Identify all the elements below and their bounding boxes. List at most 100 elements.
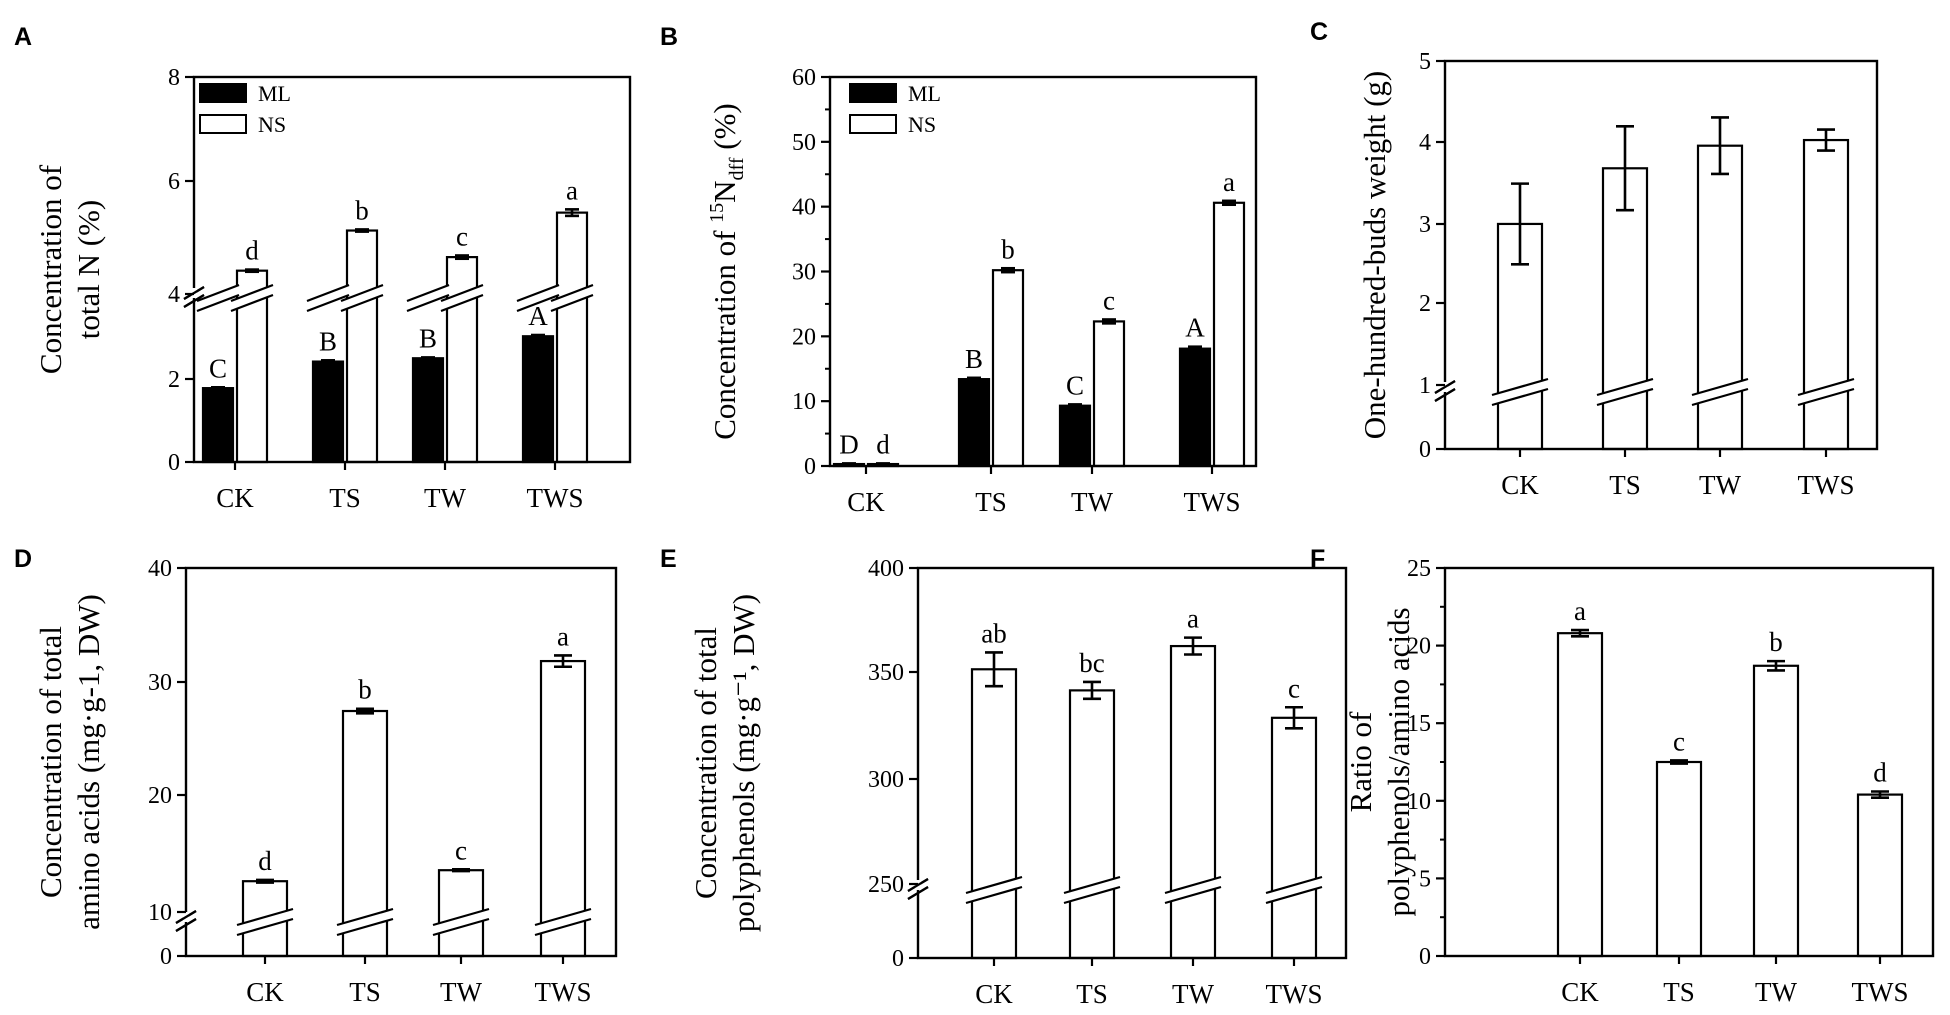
significance-letter: b: [355, 195, 369, 225]
significance-letter: d: [258, 846, 272, 876]
significance-letter: a: [1574, 596, 1586, 626]
y-tick-label: 400: [868, 556, 904, 582]
significance-letter: a: [1187, 604, 1199, 634]
error-bar-c-ns-tw: [1711, 116, 1729, 176]
panel-f: Fa c b d 0 5 10 15 20 25 CK TS TW TWS Ratio of polyphen…: [1310, 545, 1935, 1007]
x-category-label: TWS: [527, 483, 584, 513]
error-bar-b-ns-ts: [1001, 266, 1015, 274]
significance-letter: D: [839, 429, 859, 459]
x-category-label: TWS: [1798, 470, 1855, 500]
significance-letter: C: [209, 353, 227, 383]
bar-f-ns-ck: [1556, 632, 1604, 958]
x-category-label: TW: [1172, 979, 1214, 1009]
y-tick-label: 250: [868, 872, 904, 898]
significance-letter: C: [1066, 370, 1084, 400]
significance-letter: b: [358, 675, 372, 705]
y-axis-label-b: Concentration of 15Ndff (%): [706, 103, 748, 440]
error-bar-d-ns-ck: [256, 878, 274, 884]
x-category-label: CK: [975, 979, 1013, 1009]
error-bar-e-ns-ck: [985, 651, 1003, 688]
error-bar-f-ns-tw: [1767, 659, 1785, 672]
panel-label-b: B: [660, 23, 678, 51]
y-tick-label: 2: [168, 367, 180, 393]
x-category-label: TWS: [535, 977, 592, 1007]
y-axis-label-line: Concentration of total: [33, 626, 68, 898]
y-tick-label: 20: [1407, 634, 1431, 660]
x-category-label: TS: [1076, 979, 1108, 1009]
panel-a: A C B B Ad b c a 0 2 4 6 8 CK TS TW TWS Concentration of t…: [14, 23, 632, 513]
x-category-label: TS: [329, 483, 361, 513]
legend-swatch-ml: [849, 83, 897, 103]
error-bar-a-ml-tws: [531, 333, 545, 339]
error-bar-b-ml-ts: [967, 376, 981, 382]
x-category-label: TWS: [1184, 487, 1241, 517]
panel-label-a: A: [14, 23, 32, 51]
significance-letter: c: [456, 221, 468, 251]
error-bar-a-ns-tw: [455, 254, 469, 261]
y-tick-label: 3: [1419, 212, 1431, 238]
error-bar-b-ns-tw: [1102, 318, 1116, 325]
error-bar-a-ns-tws: [565, 208, 579, 218]
bar-a-ml-tws: [521, 335, 555, 464]
significance-letter: d: [245, 236, 259, 266]
y-tick-label: 4: [1419, 130, 1431, 156]
x-category-label: TW: [1071, 487, 1113, 517]
x-category-label: TS: [1609, 470, 1641, 500]
error-bar-c-ns-ts: [1616, 125, 1634, 212]
y-tick-label: 20: [792, 324, 816, 350]
x-category-label: TW: [1699, 470, 1741, 500]
significance-letter: b: [1769, 627, 1783, 657]
legend-swatch-ns: [199, 114, 247, 134]
y-tick-label: 15: [1407, 711, 1431, 737]
x-category-label: TWS: [1266, 979, 1323, 1009]
error-bar-d-ns-tw: [452, 868, 470, 873]
y-tick-label: 60: [792, 65, 816, 91]
legend-a: ML NS: [199, 81, 291, 137]
y-tick-label: 10: [792, 389, 816, 415]
panel-label-f: F: [1310, 545, 1325, 573]
y-tick-label: 0: [168, 450, 180, 476]
y-tick-label: 300: [868, 767, 904, 793]
significance-letter: c: [1103, 285, 1115, 315]
y-tick-label: 25: [1407, 556, 1431, 582]
panel-label-d: D: [14, 545, 32, 573]
bar-a-ns-tws: [555, 211, 589, 464]
panel-c: C 0 1 2 3 4 5 CK TS TW TWS One-hundred-buds weight …: [1310, 18, 1879, 500]
y-tick-label: 1: [1419, 373, 1431, 399]
panel-label-e: E: [660, 545, 677, 573]
y-axis-label-line: Concentration of: [33, 164, 68, 374]
y-tick-label: 0: [1419, 437, 1431, 463]
y-tick-label: 350: [868, 660, 904, 686]
y-axis-label-line: Concentration of total: [688, 627, 723, 899]
error-bar-c-ns-tws: [1817, 128, 1835, 152]
bar-e-ns-tws: [1270, 716, 1318, 960]
x-category-label: TW: [424, 483, 466, 513]
y-tick-label: 4: [168, 282, 180, 308]
x-category-label: TW: [1755, 977, 1797, 1007]
bar-a-ml-tw: [411, 357, 445, 464]
bar-c-ns-tws: [1802, 138, 1850, 451]
legend-label-ns: NS: [258, 112, 286, 137]
x-category-label: CK: [1501, 470, 1539, 500]
x-category-label: TS: [1663, 977, 1695, 1007]
error-bar-e-ns-tws: [1285, 705, 1303, 730]
y-axis-label-line: polyphenols/amino acids: [1381, 607, 1416, 916]
error-bar-b-ml-tw: [1068, 403, 1082, 409]
error-bar-a-ml-ck: [211, 385, 225, 391]
legend-label-ml: ML: [908, 81, 941, 106]
y-axis-label-e: Concentration of total polyphenols (mg·g⁻…: [688, 594, 761, 932]
error-bar-e-ns-ts: [1083, 680, 1101, 701]
x-category-label: CK: [847, 487, 885, 517]
y-axis-label-line: One-hundred-buds weight (g): [1357, 71, 1392, 439]
y-tick-label: 5: [1419, 49, 1431, 75]
significance-letter: B: [419, 323, 437, 353]
significance-letter: B: [319, 326, 337, 356]
y-tick-label: 0: [804, 454, 816, 480]
legend-label-ml: ML: [258, 81, 291, 106]
error-bar-d-ns-tws: [554, 654, 572, 669]
y-axis-label-f: Ratio of polyphenols/amino acids: [1343, 607, 1416, 916]
error-bar-b-ns-ck: [876, 462, 890, 467]
error-bar-e-ns-tw: [1184, 636, 1202, 656]
bar-e-ns-tw: [1169, 644, 1217, 960]
y-tick-label: 2: [1419, 291, 1431, 317]
